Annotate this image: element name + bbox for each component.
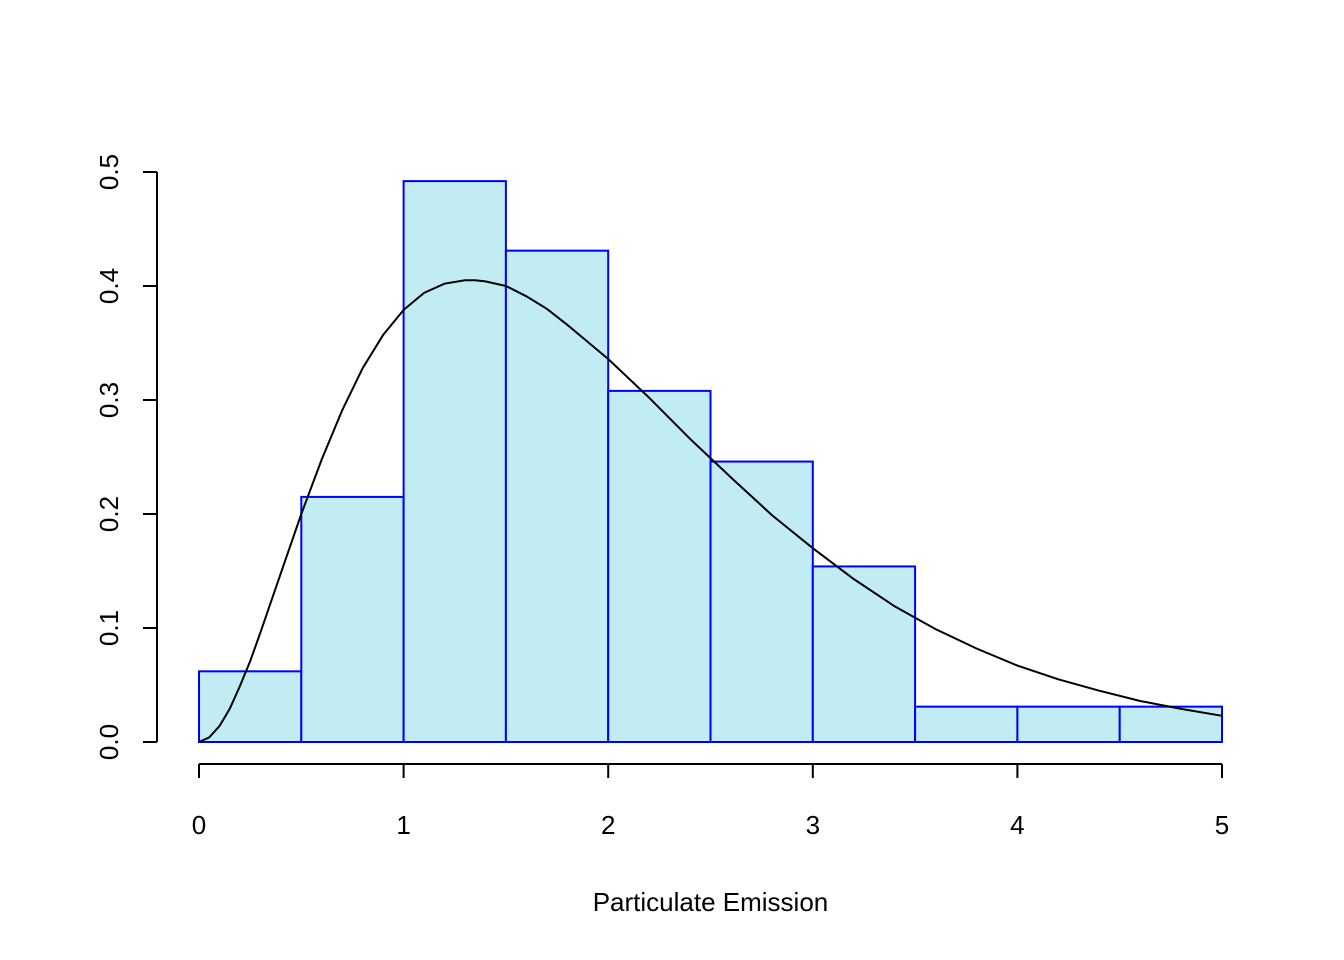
x-tick-label-1: 1 bbox=[396, 810, 410, 840]
y-axis: 0.0 0.1 0.2 0.3 0.4 0.5 bbox=[94, 154, 158, 760]
x-tick-label-4: 4 bbox=[1010, 810, 1024, 840]
y-tick-label-4: 0.4 bbox=[94, 268, 124, 304]
y-tick-label-3: 0.3 bbox=[94, 382, 124, 418]
histogram-bars bbox=[198, 180, 1223, 744]
histogram-bar-9 bbox=[1118, 705, 1223, 743]
histogram-bar-2 bbox=[402, 180, 507, 743]
density-curve bbox=[198, 279, 1223, 743]
x-tick-label-0: 0 bbox=[192, 810, 206, 840]
histogram-bar-3 bbox=[504, 249, 610, 743]
y-tick-label-2: 0.2 bbox=[94, 496, 124, 532]
x-tick-label-2: 2 bbox=[601, 810, 615, 840]
histogram-bar-7 bbox=[914, 705, 1019, 743]
histogram-bar-5 bbox=[709, 460, 814, 743]
x-tick-label-5: 5 bbox=[1215, 810, 1229, 840]
histogram-bar-8 bbox=[1016, 705, 1121, 743]
y-tick-label-0: 0.0 bbox=[94, 724, 124, 760]
histogram-bar-6 bbox=[811, 565, 917, 743]
x-tick-label-3: 3 bbox=[806, 810, 820, 840]
x-axis: 0 1 2 3 4 5 bbox=[192, 763, 1229, 840]
y-tick-label-1: 0.1 bbox=[94, 610, 124, 646]
histogram-bar-4 bbox=[607, 389, 712, 743]
histogram-bar-1 bbox=[300, 495, 405, 743]
x-axis-title: Particulate Emission bbox=[593, 887, 829, 917]
y-tick-label-5: 0.5 bbox=[94, 154, 124, 190]
